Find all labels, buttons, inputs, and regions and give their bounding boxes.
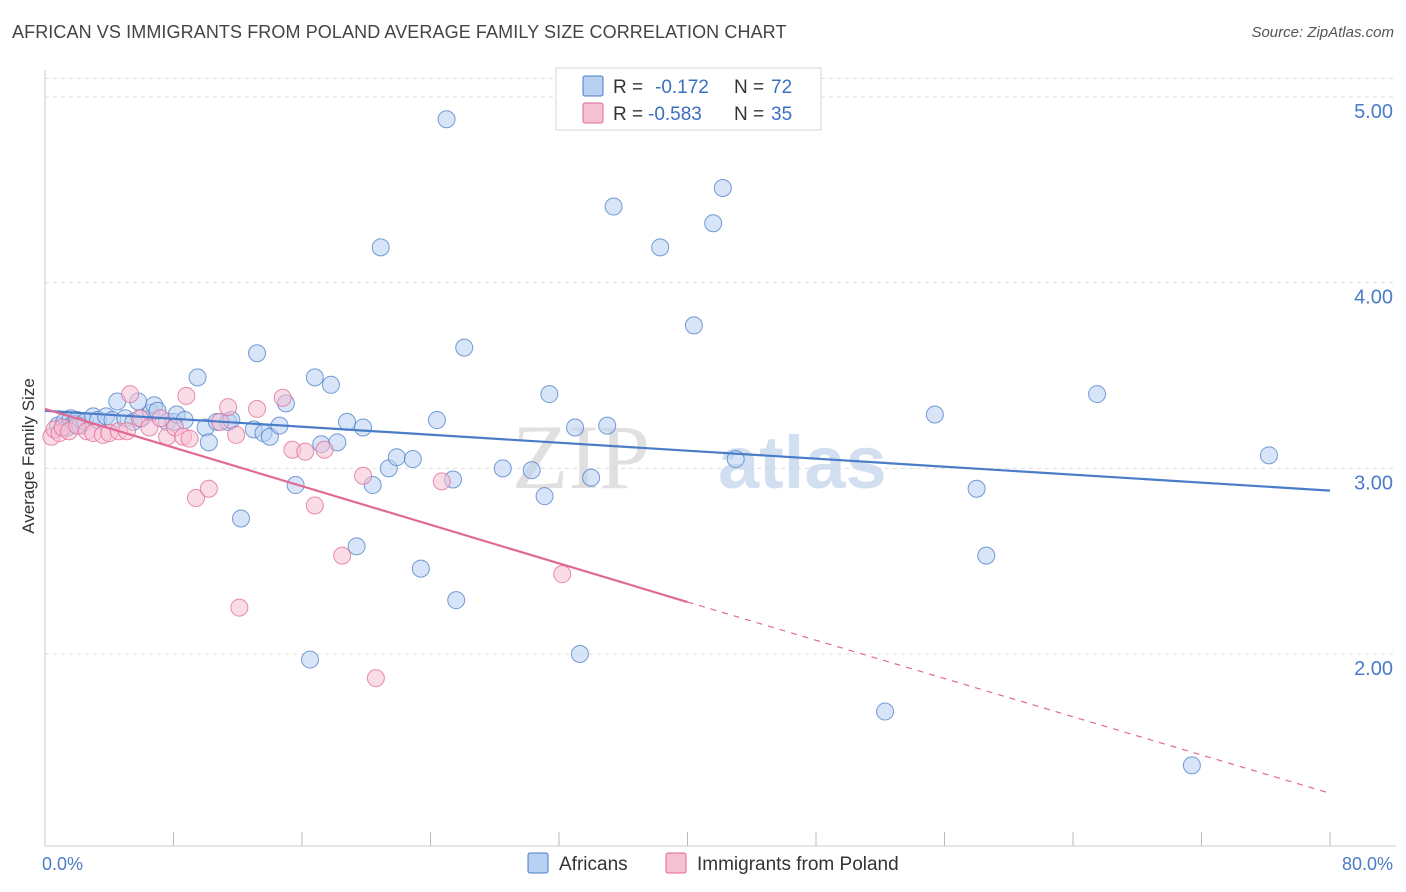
legend-swatch-africans xyxy=(582,75,604,97)
african-point-77 xyxy=(876,702,895,721)
african-point-69 xyxy=(713,178,732,197)
african-point-30 xyxy=(231,509,250,528)
source-label: Source: ZipAtlas.com xyxy=(1251,24,1394,41)
poland-point-12 xyxy=(121,385,140,404)
legend-r-value-poland: -0.583 xyxy=(648,104,702,125)
y-tick-label-1: 3.00 xyxy=(1354,472,1393,494)
poland-point-22 xyxy=(199,479,218,498)
african-point-60 xyxy=(540,385,559,404)
y-tick-label-0: 2.00 xyxy=(1354,658,1393,680)
poland-point-27 xyxy=(248,399,267,418)
y-tick-labels: 2.00 3.00 4.00 5.00 xyxy=(1354,101,1393,680)
african-point-47 xyxy=(371,238,390,257)
poland-point-24 xyxy=(219,398,238,417)
african-point-71 xyxy=(925,405,944,424)
african-point-49 xyxy=(387,448,406,467)
poland-point-25 xyxy=(227,425,246,444)
poland-point-30 xyxy=(296,442,315,461)
poland-point-35 xyxy=(366,669,385,688)
african-point-32 xyxy=(248,344,267,363)
african-point-61 xyxy=(566,418,585,437)
legend-n-value-poland: 35 xyxy=(771,104,792,125)
x-tick-label-0: 0.0% xyxy=(42,854,83,874)
poland-point-34 xyxy=(354,466,373,485)
african-point-38 xyxy=(301,650,320,669)
series-legend-swatch-africans xyxy=(527,852,549,874)
data-points xyxy=(42,110,1278,775)
watermark: ZIP atlas xyxy=(512,406,887,508)
y-axis-label: Average Family Size xyxy=(19,378,38,534)
chart-title: AFRICAN VS IMMIGRANTS FROM POLAND AVERAG… xyxy=(12,22,787,42)
african-point-41 xyxy=(321,375,340,394)
legend-n-label-africans: N = xyxy=(734,77,764,98)
african-point-57 xyxy=(493,459,512,478)
series-legend-label-poland: Immigrants from Poland xyxy=(697,854,899,875)
african-point-64 xyxy=(598,416,617,435)
african-point-56 xyxy=(455,338,474,357)
african-point-45 xyxy=(354,418,373,437)
african-point-59 xyxy=(535,487,554,506)
african-point-52 xyxy=(427,411,446,430)
african-point-62 xyxy=(570,645,589,663)
poland-trend-extension xyxy=(687,601,1331,794)
x-tick-labels: 0.0% 80.0% xyxy=(42,854,1393,874)
series-legend: Africans Immigrants from Poland xyxy=(527,852,899,875)
poland-trend-line xyxy=(44,407,688,604)
poland-point-21 xyxy=(186,489,205,508)
legend-r-label-poland: R = xyxy=(613,104,643,125)
poland-point-36 xyxy=(432,472,451,491)
legend-swatch-poland xyxy=(582,102,604,124)
watermark-atlas: atlas xyxy=(718,421,887,504)
poland-point-26 xyxy=(230,598,249,617)
african-point-39 xyxy=(305,368,324,387)
poland-point-32 xyxy=(315,440,334,459)
african-point-53 xyxy=(437,110,456,129)
poland-point-33 xyxy=(333,546,352,565)
legend-n-value-africans: 72 xyxy=(771,77,792,98)
african-point-51 xyxy=(411,559,430,578)
legend-n-label-poland: N = xyxy=(734,104,764,125)
african-point-63 xyxy=(582,468,601,487)
trend-lines xyxy=(44,407,1331,794)
poland-point-31 xyxy=(305,496,324,515)
african-point-74 xyxy=(1088,385,1107,404)
series-legend-swatch-poland xyxy=(665,852,687,874)
poland-point-28 xyxy=(273,388,292,407)
axes xyxy=(44,70,1396,847)
legend-r-value-africans: -0.172 xyxy=(655,77,709,98)
gridlines xyxy=(45,77,1396,655)
african-point-58 xyxy=(522,461,541,480)
y-tick-label-3: 5.00 xyxy=(1354,101,1393,123)
africans-trend-line xyxy=(44,409,1331,492)
african-point-55 xyxy=(447,591,466,610)
african-point-68 xyxy=(704,214,723,233)
african-point-50 xyxy=(403,450,422,469)
african-point-43 xyxy=(337,412,356,431)
series-legend-label-africans: Africans xyxy=(559,854,628,875)
african-point-73 xyxy=(977,546,996,565)
african-point-75 xyxy=(1182,756,1201,775)
y-tick-label-2: 4.00 xyxy=(1354,287,1393,309)
african-point-67 xyxy=(684,316,703,335)
poland-point-20 xyxy=(180,429,199,448)
stats-legend: R = -0.172 N = 72 R = -0.583 N = 35 xyxy=(555,67,822,131)
african-point-76 xyxy=(1259,446,1278,465)
african-point-44 xyxy=(347,537,366,556)
poland-point-37 xyxy=(553,565,572,584)
x-tick-label-1: 80.0% xyxy=(1342,854,1393,874)
african-point-72 xyxy=(967,479,986,498)
african-point-26 xyxy=(199,433,218,452)
poland-point-19 xyxy=(177,386,196,405)
african-point-65 xyxy=(604,197,623,216)
african-point-66 xyxy=(651,238,670,257)
african-point-24 xyxy=(188,368,207,387)
legend-r-label-africans: R = xyxy=(613,77,643,98)
